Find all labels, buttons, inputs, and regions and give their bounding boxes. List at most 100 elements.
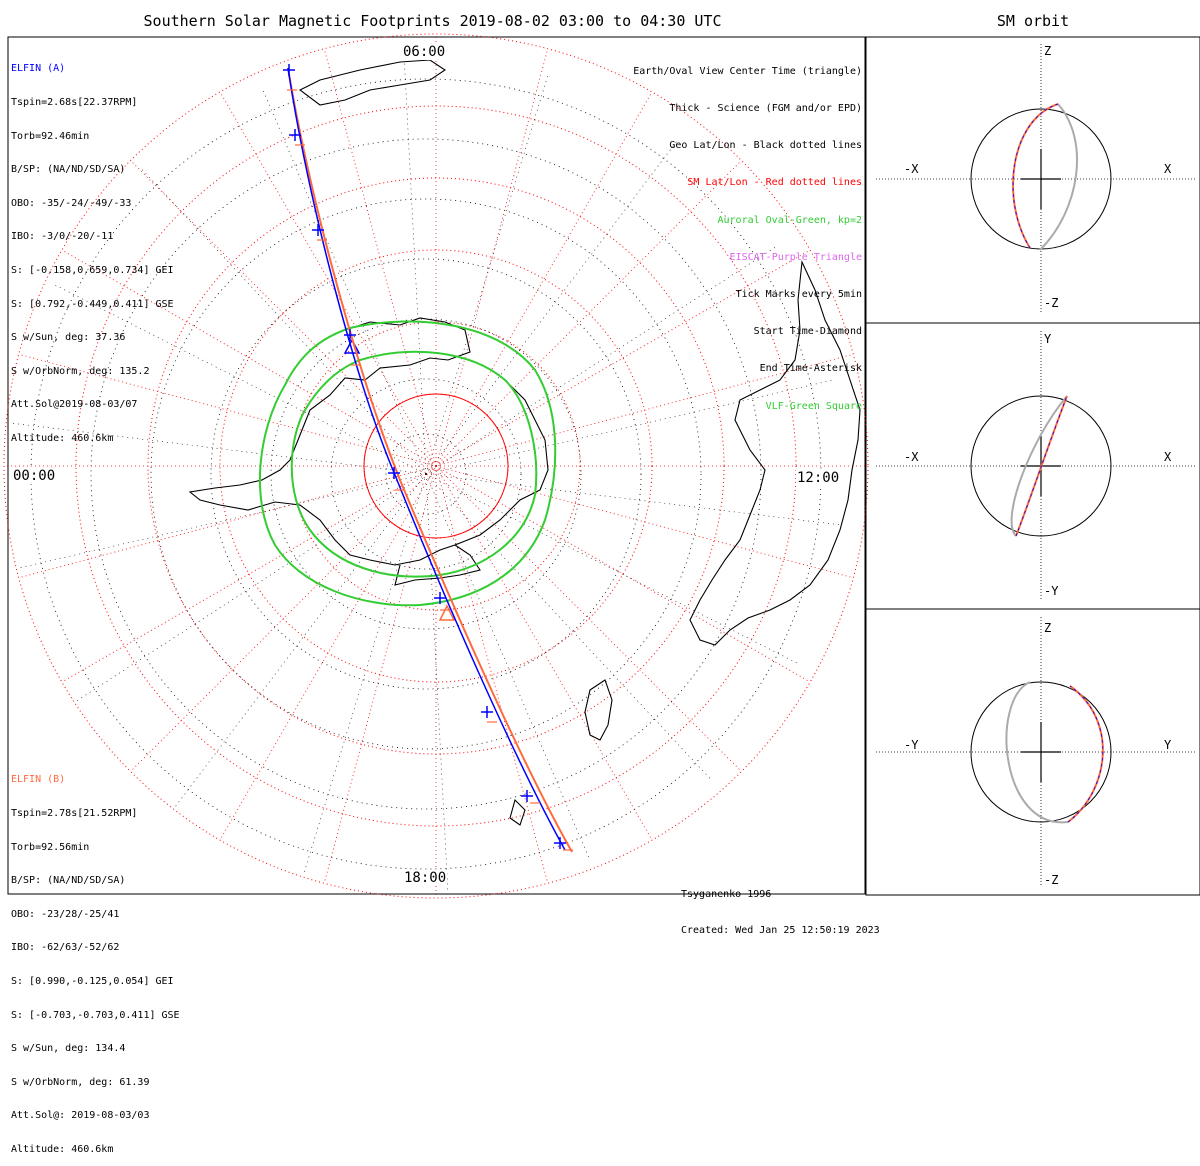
hour-label-1200: 12:00 [796, 470, 841, 486]
sc-a-info: ELFIN (A) Tspin=2.68s[22.37RPM] Torb=92.… [11, 41, 174, 455]
geo-lon-line [73, 473, 427, 704]
orbit-panel-yz-frame [865, 608, 1200, 896]
sc-a-line: S w/OrbNorm, deg: 135.2 [11, 365, 150, 377]
geo-lon-line [9, 422, 427, 475]
sm-lat-circle [3, 33, 869, 899]
orbit2-label-left: -X [904, 450, 919, 464]
sc-b-line: S: [0.990,-0.125,0.054] GEI [11, 975, 174, 987]
orbit-panel-title: SM orbit [996, 12, 1070, 30]
orbit3-label-bottom: -Z [1044, 873, 1059, 887]
sc-b-line: Tspin=2.78s[21.52RPM] [11, 808, 138, 819]
orbit-panel-xz-frame [865, 36, 1200, 324]
geo-lat-circle [90, 138, 762, 810]
coastlines [188, 59, 861, 826]
coastline-africa-tip [584, 679, 613, 741]
geo-lon-line [16, 473, 427, 569]
track-elfin-b [287, 67, 573, 853]
geo-lon-line [425, 473, 713, 782]
sm-lon-line [131, 465, 437, 771]
auroral-oval-inner [290, 350, 538, 578]
legend-entry: End Time-Asterisk [759, 363, 862, 375]
geo-lon-line [425, 72, 550, 475]
geo-lon-line [425, 473, 591, 861]
orbit1-label-left: -X [904, 162, 919, 176]
geo-lon-line [302, 473, 427, 876]
sc-a-line: Torb=92.46min [11, 130, 90, 142]
sc-b-name: ELFIN (B) [11, 774, 66, 786]
geo-lon-line [261, 87, 427, 475]
geo-lon-line [51, 283, 427, 475]
credits: Tsyganenko-1996 Created: Wed Jan 25 12:5… [681, 865, 880, 949]
orbit1-label-right: X [1164, 162, 1172, 176]
created-timestamp: Created: Wed Jan 25 12:50:19 2023 [681, 925, 880, 936]
sc-a-line: IBO: -3/0/-20/-11 [11, 231, 114, 243]
coastline-new-zealand [509, 798, 526, 826]
map-frame [7, 36, 866, 895]
orbit1-label-bottom: -Z [1044, 296, 1059, 310]
sm-lon-line [131, 161, 437, 467]
orbit-path-a [1012, 103, 1059, 249]
orbit3-label-left: -Y [904, 738, 919, 752]
coastline-peninsula [454, 384, 549, 546]
track-elfin-a [287, 67, 566, 851]
orbit-path-a [1015, 395, 1068, 537]
sc-b-line: Att.Sol@: 2019-08-03/03 [11, 1110, 150, 1122]
sc-a-line: Altitude: 460.6km [11, 432, 114, 444]
geo-lat-circle [210, 258, 642, 690]
sm-lon-line [324, 50, 437, 467]
geo-lon-line [425, 138, 680, 475]
orbit-path-a [1067, 685, 1104, 823]
hour-label-0000: 00:00 [12, 468, 57, 484]
orbit-path-b [1067, 685, 1104, 823]
sc-b-line: B/SP: (NA/ND/SD/SA) [11, 875, 126, 887]
sc-b-line: S: [-0.703,-0.703,0.411] GSE [11, 1009, 180, 1021]
sc-b-line: IBO: -62/63/-52/62 [11, 942, 120, 954]
sm-longitude-lines [6, 36, 866, 896]
sm-lon-line [435, 465, 548, 882]
legend-entry: Start Time-Diamond [753, 326, 862, 338]
legend-entry: Geo Lat/Lon - Black dotted lines [669, 140, 862, 152]
legend: Earth/Oval View Center Time (triangle) T… [633, 41, 862, 425]
sc-b-info: ELFIN (B) Tspin=2.78s[21.52RPM] Torb=92.… [11, 752, 180, 1166]
sc-a-line: S: [-0.158,0.659,0.734] GEI [11, 264, 174, 276]
orbit2-label-right: X [1164, 450, 1172, 464]
legend-entry: Tick Marks every 5min [735, 289, 862, 301]
legend-entry: EISCAT-Purple Triangle [729, 251, 862, 263]
geo-lon-line [425, 473, 843, 526]
legend-entry: Earth/Oval View Center Time (triangle) [633, 65, 862, 77]
model-credit: Tsyganenko-1996 [681, 889, 772, 900]
sc-b-line: S w/OrbNorm, deg: 61.39 [11, 1076, 150, 1088]
orbit-path-gray [1039, 103, 1078, 251]
figure-canvas [3, 33, 1200, 899]
spacecraft-tracks [283, 64, 573, 853]
sc-b-line: Torb=92.56min [11, 841, 90, 853]
sc-a-line: Tspin=2.68s[22.37RPM] [11, 97, 138, 108]
geo-lon-line [425, 245, 779, 475]
hour-label-0600: 06:00 [402, 44, 447, 60]
legend-entry: Thick - Science (FGM and/or EPD) [669, 103, 862, 115]
sc-b-line: Altitude: 460.6km [11, 1143, 114, 1155]
legend-entry: VLF-Green Square [765, 400, 862, 412]
geo-lon-line [425, 379, 836, 475]
orbit3-label-top: Z [1044, 621, 1052, 635]
sc-a-line: Att.Sol@2019-08-03/07 [11, 399, 138, 411]
sc-a-name: ELFIN (A) [11, 63, 66, 75]
orbit3-label-right: Y [1164, 738, 1172, 752]
orbit-path-gray [1010, 395, 1068, 537]
sc-b-line: S w/Sun, deg: 134.4 [11, 1043, 126, 1055]
orbit-panels [876, 44, 1195, 887]
plot-title: Southern Solar Magnetic Footprints 2019-… [143, 12, 722, 30]
sm-lon-line [220, 465, 437, 839]
sc-a-line: S: [0.792,-0.449,0.411] GSE [11, 298, 174, 310]
geo-lon-line [139, 166, 427, 475]
legend-entry: SM Lat/Lon - Red dotted lines [687, 177, 862, 189]
hour-label-1800: 18:00 [403, 870, 448, 886]
orbit2-label-bottom: -Y [1044, 584, 1059, 598]
coastline-australia-edge [298, 59, 446, 106]
geo-lat-circle [150, 198, 702, 750]
sm-lon-line [435, 465, 809, 682]
sm-lon-line [220, 93, 437, 467]
legend-entry: Auroral Oval-Green, kp=2 [717, 214, 863, 226]
geo-lon-line [172, 473, 427, 810]
sc-a-line: OBO: -35/-24/-49/-33 [11, 197, 132, 209]
